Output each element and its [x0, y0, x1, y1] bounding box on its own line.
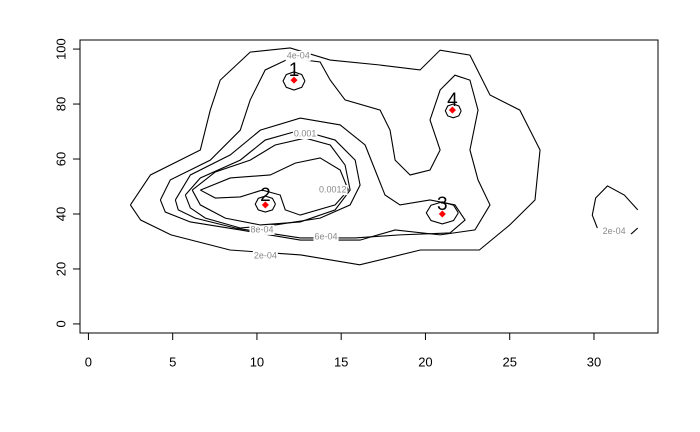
contour-label-bg — [318, 185, 348, 196]
contour-line — [630, 227, 639, 235]
y-tick-label: 60 — [53, 152, 68, 166]
y-tick-label: 0 — [53, 320, 68, 327]
contour-label-bg — [285, 50, 311, 61]
point — [261, 201, 269, 209]
contour-label: 0.0012 — [319, 184, 347, 194]
contour-label: 6e-04 — [315, 231, 338, 241]
x-tick-label: 15 — [334, 354, 348, 369]
y-tick-label: 80 — [53, 97, 68, 111]
point-label: 4 — [447, 90, 458, 111]
point — [438, 210, 446, 218]
contour-line — [254, 195, 276, 213]
contour-line — [444, 103, 462, 119]
contour-label: 8e-04 — [250, 224, 273, 234]
y-tick-label: 100 — [53, 38, 68, 60]
x-tick-label: 5 — [169, 354, 176, 369]
contour-line — [200, 157, 349, 216]
x-tick-label: 20 — [418, 354, 432, 369]
contour-label: 0.001 — [294, 128, 317, 138]
x-tick-label: 10 — [250, 354, 264, 369]
contour-label-bg — [313, 232, 339, 243]
point — [448, 106, 456, 114]
contour-label: 2e-04 — [603, 226, 626, 236]
point-label: 2 — [260, 185, 271, 206]
contour-line — [191, 137, 351, 226]
y-tick-label: 40 — [53, 207, 68, 221]
x-tick-label: 0 — [85, 354, 92, 369]
contour-line — [425, 201, 459, 225]
x-tick-label: 25 — [502, 354, 516, 369]
contour-label: 2e-04 — [254, 250, 277, 260]
contour-label-bg — [601, 226, 627, 237]
contour-label-bg — [252, 251, 278, 262]
y-tick-label: 20 — [53, 262, 68, 276]
x-tick-label: 30 — [587, 354, 601, 369]
contour-label: 4e-04 — [287, 50, 310, 60]
contour-label-bg — [249, 224, 275, 235]
contour-line — [129, 47, 541, 266]
point-label: 3 — [437, 194, 448, 215]
point-label: 1 — [289, 60, 300, 81]
point — [290, 76, 298, 84]
contour-label-bg — [292, 129, 318, 140]
contour-line — [282, 71, 306, 91]
contour-line — [591, 185, 639, 229]
contour-line — [184, 129, 361, 229]
